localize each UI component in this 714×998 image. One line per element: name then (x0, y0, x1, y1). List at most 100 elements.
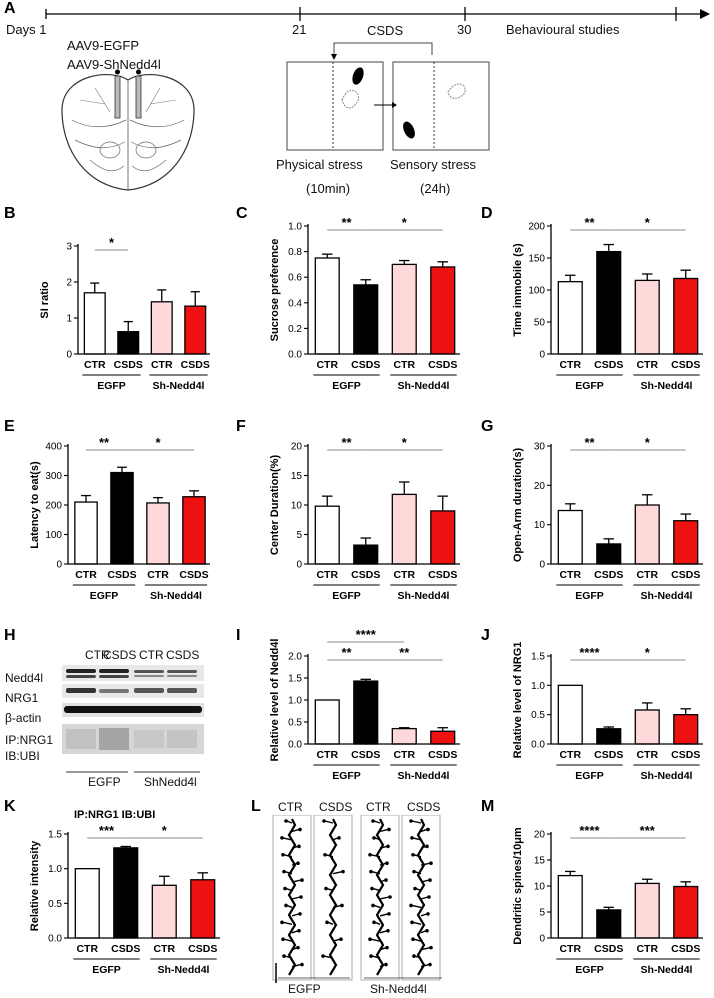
spine-head (428, 962, 432, 967)
spine-head (386, 844, 390, 849)
category-label: CTR (559, 943, 581, 955)
spine-head (296, 945, 300, 950)
bar (673, 520, 699, 565)
spine-head (324, 886, 328, 891)
bar (190, 879, 216, 939)
dendritic-spine (323, 955, 334, 959)
y-tick-label: 10 (291, 501, 303, 512)
dendritic-spine (413, 938, 422, 942)
category-label: CSDS (351, 359, 380, 371)
wb-header-csds-1: CSDS (103, 648, 137, 662)
category-label: CSDS (351, 749, 380, 761)
category-label: CTR (559, 749, 581, 761)
bar (353, 544, 379, 565)
y-tick-label: 200 (45, 501, 62, 512)
panel-letter-e: E (4, 418, 15, 435)
category-label: CSDS (594, 569, 623, 581)
y-tick-label: 0.0 (288, 740, 302, 751)
dendritic-spine (332, 837, 339, 841)
panel-letter-g: G (481, 418, 494, 435)
y-tick-label: 10 (534, 882, 546, 893)
y-tick-label: 0.5 (288, 718, 302, 729)
group-label: EGFP (575, 590, 604, 602)
timeline-graphic (45, 7, 710, 191)
y-axis-label: Time immobile (s) (512, 243, 524, 337)
significance-label: * (645, 215, 651, 230)
physical-stress-label: Physical stress (276, 157, 363, 172)
category-label: CTR (636, 569, 658, 581)
dendritic-spine (291, 913, 300, 917)
spine-head (411, 852, 415, 857)
y-axis-label: Latency to eat(s) (29, 461, 41, 549)
chart-relative-intensity: IP:NRG1 IB:UBI 0.0 0.5 1.0 1.5 Relative inten… (29, 809, 220, 976)
spine-head (284, 819, 288, 823)
dendritic-spine (332, 870, 343, 875)
spine-head (409, 903, 413, 908)
dendritic-spine (420, 913, 428, 917)
bar (314, 699, 340, 745)
bar (430, 510, 456, 565)
wb-header-ctr-1: CTR (85, 648, 110, 662)
category-label: CTR (393, 569, 415, 581)
dendritic-spine (414, 871, 422, 875)
dendritic-spine (420, 845, 427, 849)
group-label: EGFP (575, 964, 604, 976)
category-label: CSDS (671, 569, 700, 581)
category-label: CTR (636, 749, 658, 761)
bar (151, 884, 177, 939)
spine-head (322, 819, 326, 823)
virus-shnedd4l-label: AAV9-ShNedd4l (67, 57, 161, 72)
dendritic-spine (420, 946, 431, 951)
dendritic-spine (379, 930, 388, 934)
virus-egfp-label: AAV9-EGFP (67, 38, 140, 53)
y-axis-label: Relative intensity (29, 840, 41, 931)
dendritic-spine (412, 837, 422, 841)
dendrite-shaft (287, 818, 297, 976)
dendritic-spine (373, 904, 381, 909)
spine-head (282, 869, 286, 874)
y-tick-label: 100 (45, 530, 62, 541)
timeline-days-label: Days 1 (6, 22, 47, 37)
significance-label: **** (579, 823, 600, 838)
bar (314, 257, 340, 355)
y-tick-label: 1.5 (288, 674, 302, 685)
group-label: Sh-Nedd4l (158, 964, 210, 976)
sensory-stress-label: Sensory stress (390, 157, 476, 172)
behaviour-label: Behavioural studies (506, 22, 620, 37)
bar (353, 680, 379, 745)
dendritic-spine (327, 921, 334, 925)
bar (596, 909, 622, 939)
dendritic-spine (371, 955, 381, 959)
spine-head (426, 827, 430, 832)
y-tick-label: 50 (534, 318, 546, 329)
dendritic-spine (420, 963, 430, 968)
dendrite-header-ctr-1: CTR (278, 800, 303, 814)
dendritic-spine (286, 904, 293, 909)
sensory-time-label: (24h) (420, 181, 451, 196)
wb-band (64, 706, 202, 713)
dendritic-spine (291, 845, 299, 849)
spine-head (386, 928, 390, 933)
dendritic-spine (371, 870, 381, 875)
spine-head (410, 920, 414, 925)
bar (117, 331, 140, 355)
significance-label: ** (341, 645, 352, 660)
spine-head (298, 912, 302, 916)
significance-label: *** (640, 823, 656, 838)
bar (634, 504, 660, 565)
dendritic-spine (379, 845, 388, 850)
spine-head (426, 912, 430, 916)
y-tick-label: 0 (66, 350, 72, 361)
category-label: CSDS (594, 943, 623, 955)
mouse-outline-icon (341, 89, 360, 109)
category-label: CSDS (188, 943, 217, 955)
dendrite-header-csds-1: CSDS (319, 800, 353, 814)
y-tick-label: 2.0 (288, 652, 302, 663)
spine-head (387, 827, 391, 832)
mouse-icon (403, 121, 415, 139)
arena-arrow-head (392, 102, 397, 108)
y-tick-label: 1.5 (48, 830, 62, 841)
dendritic-spine (413, 854, 422, 858)
bar (557, 874, 583, 939)
dendrite-images (272, 815, 442, 983)
